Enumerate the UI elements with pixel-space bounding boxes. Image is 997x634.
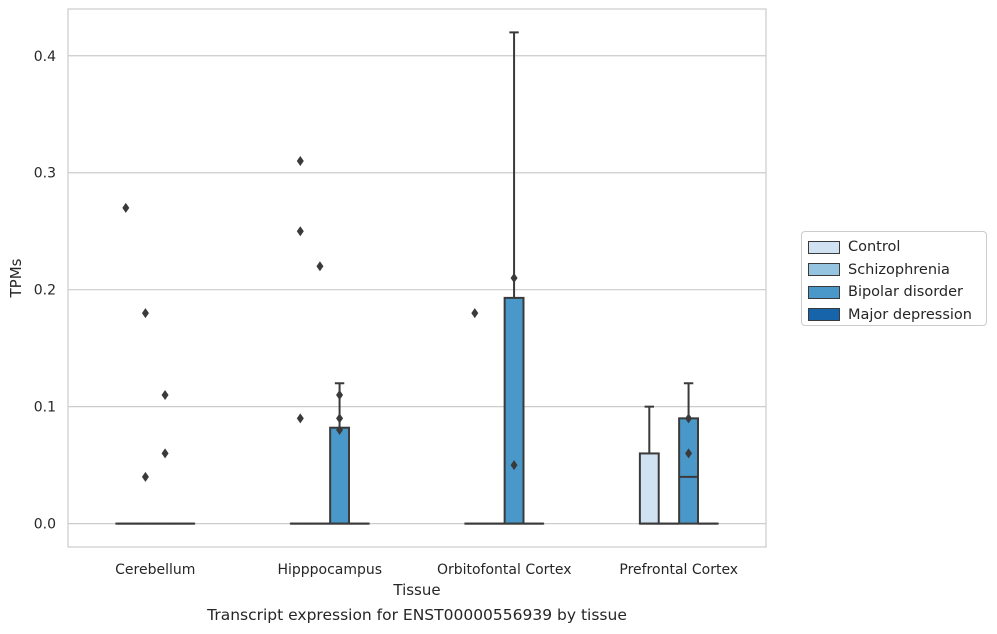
y-tick-label: 0.2 [34, 283, 56, 299]
box-bipolar-disorder [329, 382, 350, 525]
legend-item: Major depression [808, 304, 986, 327]
x-tick-label: Orbitofontal Cortex [437, 562, 572, 578]
plot-frame [67, 8, 767, 548]
box-bipolar-disorder [678, 382, 699, 525]
outlier-point [685, 448, 693, 459]
outlier-point [141, 308, 149, 319]
outlier-point [510, 273, 518, 283]
box-bipolar-disorder [503, 31, 525, 525]
gridlines [68, 55, 766, 525]
legend: Control Schizophrenia Bipolar disorder Majo… [801, 231, 987, 326]
box [678, 417, 699, 525]
y-tick-label: 0.1 [34, 400, 56, 416]
x-axis-label: Tissue [392, 581, 440, 599]
outlier-point [336, 425, 344, 436]
y-tick-label: 0.0 [34, 517, 56, 533]
outlier-point [316, 261, 324, 272]
outlier-point [510, 460, 518, 471]
outlier-point [161, 448, 169, 459]
legend-item: Bipolar disorder [808, 281, 986, 304]
y-tick-label: 0.4 [34, 49, 56, 65]
box-control [464, 308, 486, 525]
outlier-point [336, 413, 344, 424]
box [503, 296, 525, 525]
legend-item: Schizophrenia [808, 259, 986, 282]
outlier-point [296, 156, 304, 167]
outlier-point [141, 471, 149, 482]
box-control [289, 156, 311, 525]
tick-labels: 0.0 0.1 0.2 0.3 0.4 Cerebellum Hipppocampus Orb… [34, 49, 738, 578]
box-series [115, 31, 719, 525]
y-axis-label: TPMs [7, 258, 25, 298]
x-tick-label: Prefrontal Cortex [619, 562, 738, 578]
legend-label: Schizophrenia [848, 261, 950, 278]
outlier-point [296, 226, 304, 237]
legend-label: Bipolar disorder [848, 284, 963, 301]
legend-item: Control [808, 236, 986, 259]
outlier-point [161, 389, 169, 400]
legend-label: Control [848, 239, 901, 256]
legend-swatch [808, 240, 840, 254]
box-bipolar-disorder [154, 389, 176, 525]
outlier-point [471, 308, 479, 319]
y-tick-label: 0.3 [34, 166, 56, 182]
legend-swatch [808, 263, 840, 277]
outlier-point [296, 413, 304, 424]
box-control [115, 202, 137, 525]
outlier-point [336, 389, 344, 400]
box [329, 426, 350, 525]
chart-caption: Transcript expression for ENST0000055693… [207, 606, 627, 624]
legend-swatch [808, 308, 840, 322]
box [638, 452, 660, 525]
legend-swatch [808, 285, 840, 299]
legend-label: Major depression [848, 306, 972, 323]
outlier-point [122, 202, 130, 213]
outlier-point [685, 413, 693, 424]
x-tick-label: Cerebellum [115, 562, 195, 578]
x-tick-label: Hipppocampus [277, 562, 382, 578]
box-schizophrenia [135, 308, 156, 525]
box-control [638, 405, 660, 525]
box-schizophrenia [309, 261, 331, 525]
